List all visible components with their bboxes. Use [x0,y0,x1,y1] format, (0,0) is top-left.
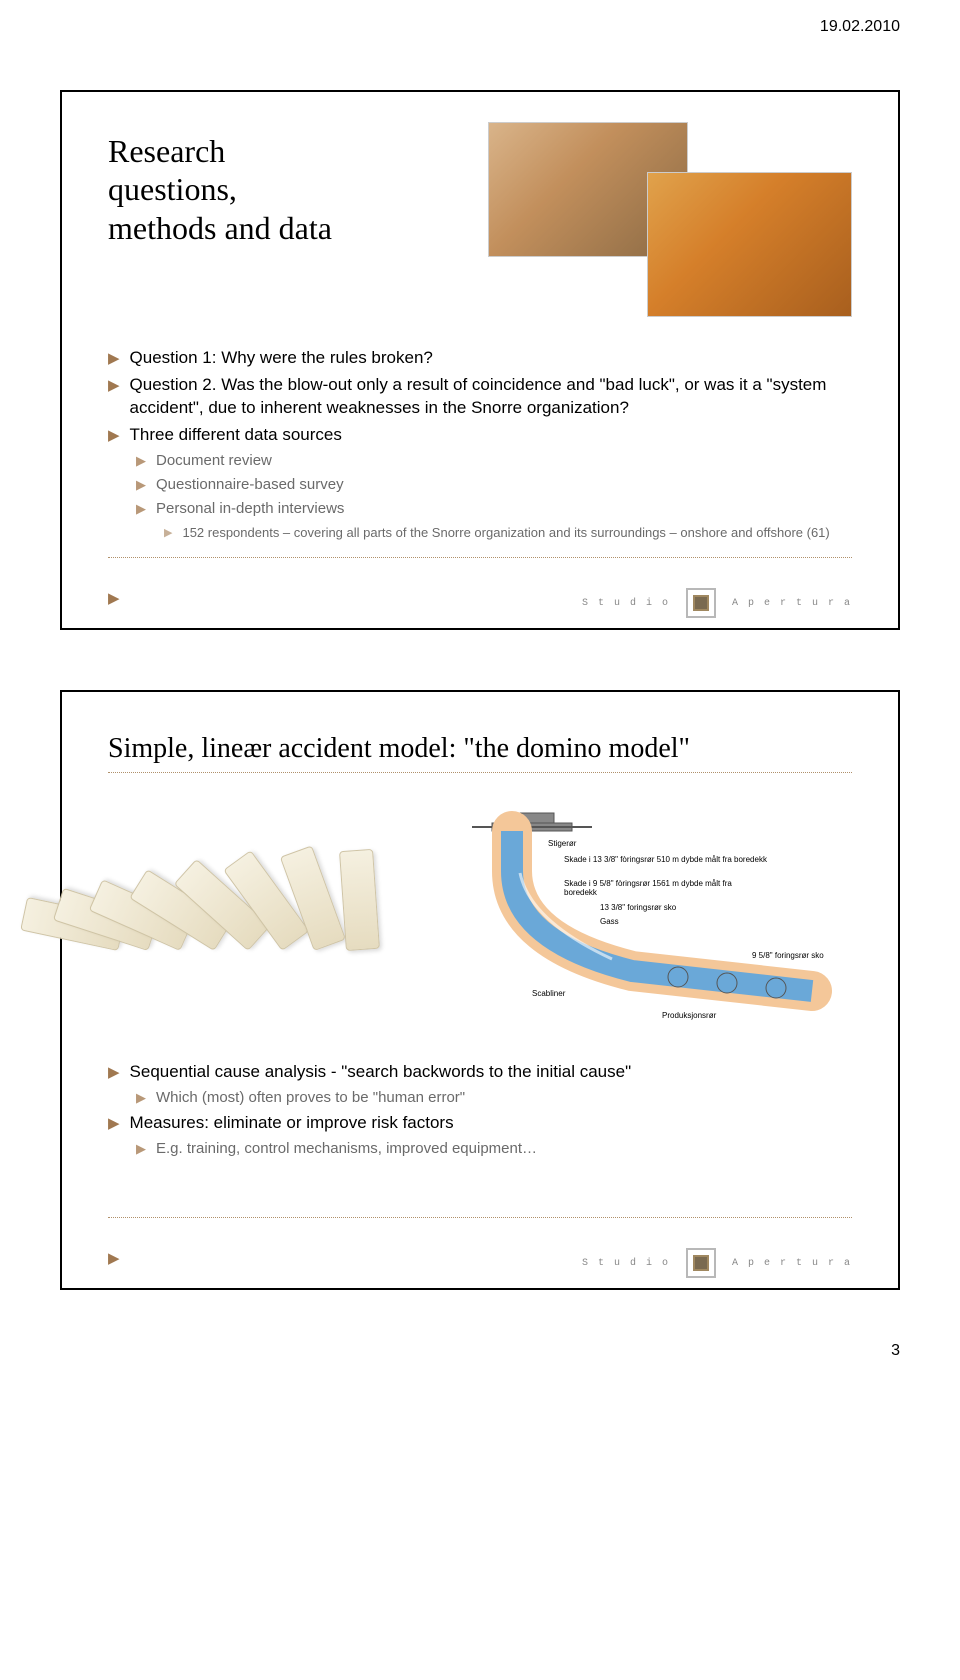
arrow-icon: ▶ [108,1063,120,1081]
arrow-icon: ▶ [108,1249,120,1268]
wellbore-diagram: Stigerør Skade i 13 3/8" fòringsrør 510 … [432,811,832,1021]
arrow-icon: ▶ [108,426,120,444]
arrow-icon: ▶ [164,526,172,539]
arrow-icon: ▶ [108,349,120,367]
bullet-measures-text: Measures: eliminate or improve risk fact… [130,1112,454,1135]
arrow-icon: ▶ [108,1114,120,1132]
bullet-q2-text: Question 2. Was the blow-out only a resu… [130,374,852,420]
subsub-respondents: ▶ 152 respondents – covering all parts o… [164,524,852,542]
label-prod: Produksjonsrør [662,1011,716,1020]
arrow-icon: ▶ [136,477,146,493]
bullet-q2: ▶ Question 2. Was the blow-out only a re… [108,374,852,420]
bullet-sequential: ▶ Sequential cause analysis - "search ba… [108,1061,852,1084]
label-scabliner: Scabliner [532,989,565,998]
slide1-bullets: ▶ Question 1: Why were the rules broken?… [108,347,852,541]
arrow-icon: ▶ [136,1141,146,1157]
sub-interviews: ▶ Personal in-depth interviews [136,499,852,519]
label-gass: Gass [600,917,619,926]
bullet-sequential-text: Sequential cause analysis - "search back… [130,1061,632,1084]
arrow-icon: ▶ [108,376,120,394]
bullet-sources: ▶ Three different data sources [108,424,852,447]
bullet-q1: ▶ Question 1: Why were the rules broken? [108,347,852,370]
page-number: 3 [891,1342,900,1360]
arrow-icon: ▶ [108,589,120,608]
label-skade9: Skade i 9 5/8" fòringsrør 1561 m dybde m… [564,879,764,897]
divider [108,772,852,773]
slide-1: Research questions, methods and data ▶ Q… [60,90,900,630]
arrow-icon: ▶ [136,501,146,517]
sub-survey: ▶ Questionnaire-based survey [136,475,852,495]
sub-human-error-text: Which (most) often proves to be "human e… [156,1088,465,1108]
divider [108,557,852,558]
bullet-q1-text: Question 1: Why were the rules broken? [130,347,433,370]
label-skade13: Skade i 13 3/8" fòringsrør 510 m dybde m… [564,855,767,864]
slide-2: Simple, lineær accident model: "the domi… [60,690,900,1290]
bullet-measures: ▶ Measures: eliminate or improve risk fa… [108,1112,852,1135]
logo-square-icon [686,588,716,618]
slide1-title-line1: Research [108,132,408,170]
bullet-sources-text: Three different data sources [130,424,342,447]
sub-doc-review: ▶ Document review [136,451,852,471]
slide2-title: Simple, lineær accident model: "the domi… [108,732,852,766]
date-stamp: 19.02.2010 [820,18,900,36]
photo-offshore [647,172,852,317]
divider [108,1217,852,1218]
slide1-title-block: Research questions, methods and data [108,132,408,247]
subsub-respondents-text: 152 respondents – covering all parts of … [182,524,829,542]
arrow-icon: ▶ [136,1090,146,1106]
page: 19.02.2010 Research questions, methods a… [0,0,960,1370]
sub-training: ▶ E.g. training, control mechanisms, imp… [136,1139,852,1159]
sub-interviews-text: Personal in-depth interviews [156,499,344,519]
arrow-icon: ▶ [136,453,146,469]
sub-training-text: E.g. training, control mechanisms, impro… [156,1139,537,1159]
label-sko9: 9 5/8" foringsrør sko [752,951,824,960]
logo-right-text: A p e r t u r a [732,1258,852,1269]
domino-figure [108,801,408,971]
figure-area: Stigerør Skade i 13 3/8" fòringsrør 510 … [108,801,852,1051]
logo-left-text: S t u d i o [582,598,670,609]
sub-human-error: ▶ Which (most) often proves to be "human… [136,1088,852,1108]
sub-doc-review-text: Document review [156,451,272,471]
sub-survey-text: Questionnaire-based survey [156,475,344,495]
slide2-bullets: ▶ Sequential cause analysis - "search ba… [108,1061,852,1159]
footer-logo: S t u d i o A p e r t u r a [582,588,852,618]
domino-piece [339,848,380,950]
slide1-title-line2: questions, [108,170,408,208]
footer-logo: S t u d i o A p e r t u r a [582,1248,852,1278]
slide1-title-line3: methods and data [108,209,408,247]
label-stigeror: Stigerør [548,839,576,848]
logo-right-text: A p e r t u r a [732,598,852,609]
logo-left-text: S t u d i o [582,1258,670,1269]
label-sko13: 13 3/8" foringsrør sko [600,903,676,912]
logo-square-icon [686,1248,716,1278]
